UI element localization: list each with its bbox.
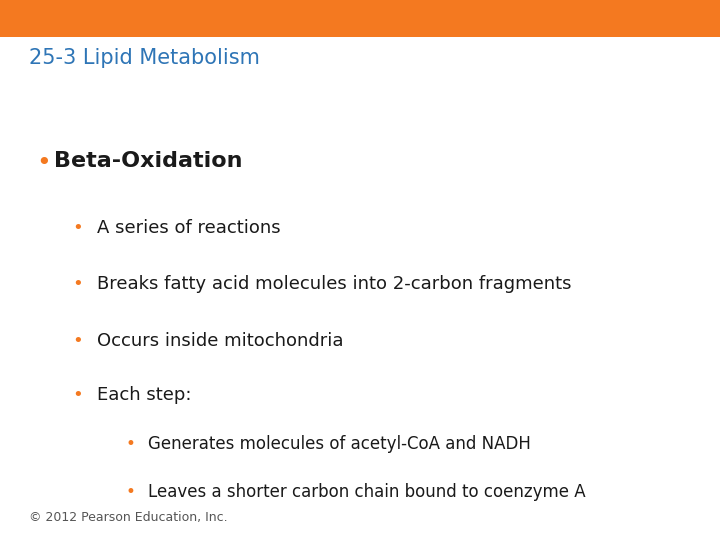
Text: •: • (126, 435, 136, 453)
Text: 25-3 Lipid Metabolism: 25-3 Lipid Metabolism (29, 48, 260, 68)
FancyBboxPatch shape (0, 0, 720, 37)
Text: Leaves a shorter carbon chain bound to coenzyme A: Leaves a shorter carbon chain bound to c… (148, 483, 585, 501)
Text: © 2012 Pearson Education, Inc.: © 2012 Pearson Education, Inc. (29, 511, 228, 524)
Text: •: • (72, 386, 83, 404)
Text: Breaks fatty acid molecules into 2-carbon fragments: Breaks fatty acid molecules into 2-carbo… (97, 275, 572, 293)
Text: •: • (126, 483, 136, 501)
Text: Beta-Oxidation: Beta-Oxidation (54, 151, 243, 171)
Text: •: • (36, 151, 50, 175)
Text: •: • (72, 275, 83, 293)
Text: A series of reactions: A series of reactions (97, 219, 281, 237)
Text: Occurs inside mitochondria: Occurs inside mitochondria (97, 332, 343, 350)
Text: Generates molecules of acetyl-CoA and NADH: Generates molecules of acetyl-CoA and NA… (148, 435, 531, 453)
Text: Each step:: Each step: (97, 386, 192, 404)
Text: •: • (72, 332, 83, 350)
Text: •: • (72, 219, 83, 237)
